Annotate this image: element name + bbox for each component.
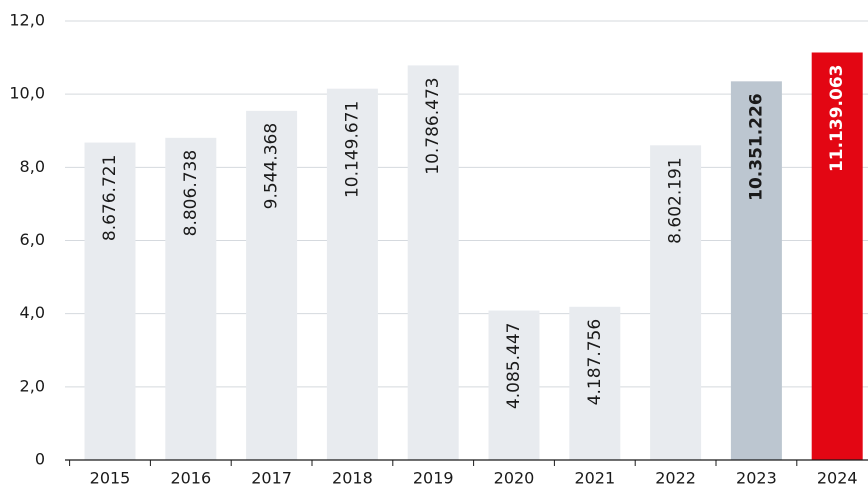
bar bbox=[84, 142, 136, 460]
bar bbox=[407, 65, 459, 460]
y-tick-label: 0 bbox=[35, 450, 45, 469]
value-label: 10.351.226 bbox=[746, 93, 766, 201]
value-label: 8.806.738 bbox=[181, 150, 201, 237]
bar bbox=[165, 137, 217, 460]
bar bbox=[246, 110, 298, 460]
y-tick-label: 2,0 bbox=[20, 376, 45, 395]
x-tick-label: 2017 bbox=[251, 469, 292, 488]
x-tick-label: 2024 bbox=[817, 469, 858, 488]
x-tick-label: 2023 bbox=[736, 469, 777, 488]
y-tick-label: 4,0 bbox=[20, 303, 45, 322]
value-label: 11.139.063 bbox=[827, 64, 847, 172]
bar bbox=[730, 81, 782, 460]
bar bbox=[569, 306, 621, 460]
x-tick-label: 2016 bbox=[170, 469, 211, 488]
y-tick-label: 6,0 bbox=[20, 230, 45, 249]
value-label: 8.602.191 bbox=[666, 157, 686, 244]
x-tick-label: 2019 bbox=[413, 469, 454, 488]
value-label: 9.544.368 bbox=[262, 123, 282, 210]
bar bbox=[811, 52, 863, 461]
y-tick-label: 12,0 bbox=[9, 11, 45, 30]
value-label: 10.149.671 bbox=[342, 101, 362, 198]
y-tick-label: 8,0 bbox=[20, 157, 45, 176]
bar bbox=[326, 88, 378, 461]
y-tick-label: 10,0 bbox=[9, 84, 45, 103]
value-label: 4.085.447 bbox=[504, 323, 524, 410]
x-tick-label: 2018 bbox=[332, 469, 373, 488]
x-tick-label: 2020 bbox=[494, 469, 535, 488]
x-tick-label: 2015 bbox=[90, 469, 131, 488]
bar bbox=[650, 145, 702, 461]
x-tick-label: 2021 bbox=[574, 469, 615, 488]
bar bbox=[488, 310, 540, 460]
value-label: 8.676.721 bbox=[100, 155, 120, 242]
value-label: 4.187.756 bbox=[585, 319, 605, 406]
value-label: 10.786.473 bbox=[423, 77, 443, 174]
x-tick-label: 2022 bbox=[655, 469, 696, 488]
